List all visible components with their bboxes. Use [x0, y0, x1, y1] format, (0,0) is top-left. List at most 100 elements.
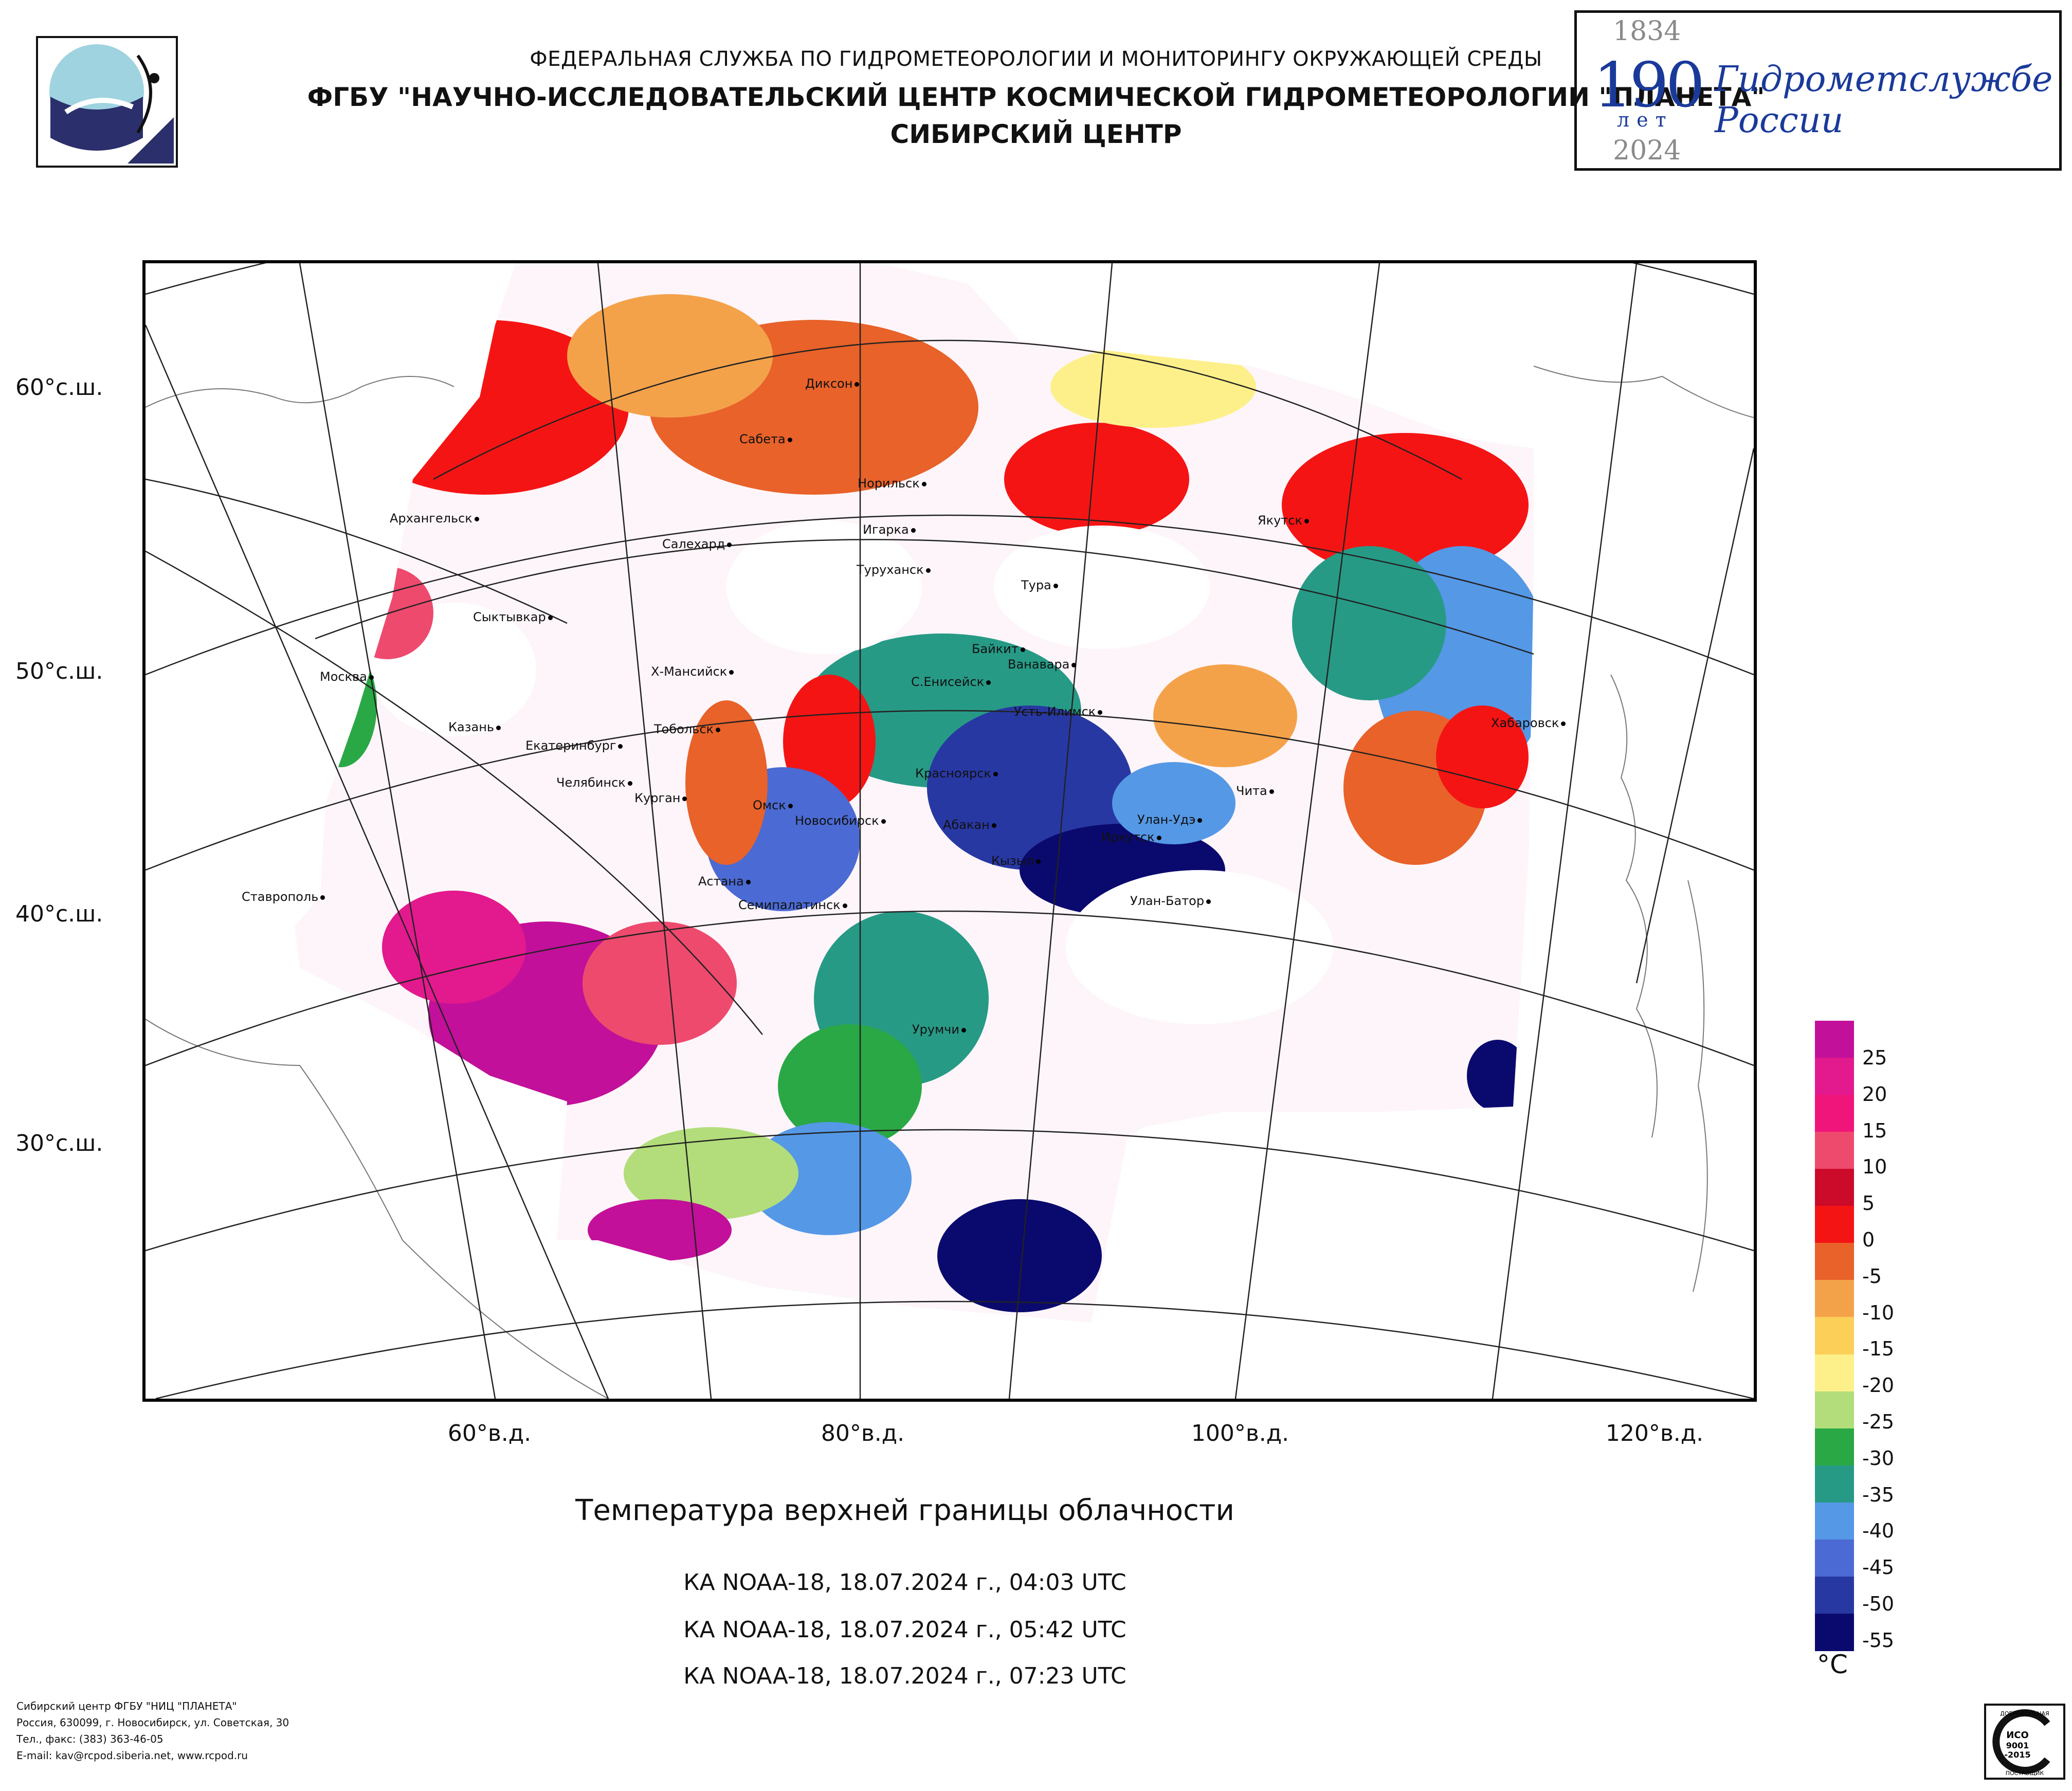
colorbar-segment	[1815, 1095, 1854, 1133]
colorbar-tick-label: 0	[1862, 1228, 1875, 1251]
city-novosibirsk: Новосибирск	[795, 813, 886, 828]
colorbar-segment	[1815, 1058, 1854, 1096]
city-dikson: Диксон	[805, 376, 860, 391]
city-astana: Астана	[698, 874, 751, 889]
header-agency: ФЕДЕРАЛЬНАЯ СЛУЖБА ПО ГИДРОМЕТЕОРОЛОГИИ …	[530, 47, 1542, 71]
footer-address: Россия, 630099, г. Новосибирск, ул. Сове…	[16, 1716, 289, 1729]
colorbar-segment	[1815, 1021, 1854, 1059]
product-title: Температура верхней границы облачности	[575, 1494, 1234, 1527]
badge-iso-number: 9001	[2006, 1741, 2029, 1750]
colorbar-segment	[1815, 1465, 1854, 1503]
colorbar-segment	[1815, 1539, 1854, 1577]
colorbar-tick-label: -10	[1862, 1301, 1895, 1324]
city-stavropol: Ставрополь	[242, 890, 325, 904]
city-chelyabinsk: Челябинск	[556, 775, 632, 790]
city-syktyvkar: Сыктывкар	[473, 610, 553, 624]
colorbar-tick-label: 20	[1862, 1082, 1887, 1106]
city-irkutsk: Иркутск	[1101, 830, 1161, 844]
colorbar-tick-label: -20	[1862, 1374, 1895, 1397]
anniversary-badge: 1834 190 лет 2024 Гидрометслужбе России	[1574, 10, 2062, 171]
colorbar-segment	[1815, 1206, 1854, 1244]
city-sabeta: Сабета	[739, 432, 792, 446]
anniversary-year-start: 1834	[1613, 16, 1681, 47]
anniversary-title-line2: России	[1715, 100, 1844, 141]
city-igarka: Игарка	[863, 522, 916, 537]
cloud-top-map	[146, 263, 1754, 1399]
lat-label-40: 40°с.ш.	[15, 901, 103, 927]
colorbar-segment	[1815, 1428, 1854, 1466]
colorbar-tick-label: -45	[1862, 1556, 1895, 1579]
colorbar-segment	[1815, 1132, 1854, 1170]
colorbar-tick-label: -55	[1862, 1629, 1895, 1652]
city-ulan-ude: Улан-Удэ	[1137, 812, 1203, 827]
colorbar-segment	[1815, 1576, 1854, 1614]
badge-bottom-text: ПОСТАВЩИК	[2006, 1770, 2044, 1777]
lat-label-60: 60°с.ш.	[15, 374, 103, 401]
lon-label-120: 120°в.д.	[1605, 1420, 1704, 1446]
planeta-logo	[36, 36, 178, 168]
badge-iso-year: -2015	[2004, 1750, 2030, 1760]
colorbar-segment	[1815, 1243, 1854, 1281]
colorbar-segment	[1815, 1354, 1854, 1392]
city-yakutsk: Якутск	[1258, 513, 1310, 528]
anniversary-year-end: 2024	[1613, 135, 1681, 166]
colorbar-tick-label: -50	[1862, 1593, 1895, 1615]
colorbar-tick-label: 5	[1862, 1192, 1875, 1215]
temperature-colorbar	[1815, 1021, 1854, 1651]
city-kyzyl: Кызыл	[991, 854, 1041, 868]
city-turukhansk: Туруханск	[857, 563, 931, 577]
city-baikit: Байкит	[972, 642, 1025, 656]
city-tobolsk: Тобольск	[654, 722, 721, 736]
graticule	[146, 263, 1754, 1399]
city-kazan: Казань	[448, 720, 501, 734]
anniversary-title-line1: Гидрометслужбе	[1715, 59, 2053, 100]
city-arkhangelsk: Архангельск	[390, 511, 479, 526]
city-abakan: Абакан	[943, 818, 996, 832]
colorbar-tick-label: 15	[1862, 1119, 1887, 1142]
iso-certification-badge: ДОБРОВОЛЬНАЯ ИСО 9001 -2015 ПОСТАВЩИК	[1984, 1704, 2065, 1780]
city-norilsk: Норильск	[858, 476, 926, 491]
lon-label-80: 80°в.д.	[821, 1420, 905, 1446]
header-center: СИБИРСКИЙ ЦЕНТР	[890, 119, 1182, 149]
colorbar-segment	[1815, 1169, 1854, 1207]
lat-label-50: 50°с.ш.	[15, 658, 103, 684]
satellite-pass-3: КА NOAA-18, 18.07.2024 г., 07:23 UTC	[683, 1663, 1126, 1689]
colorbar-tick-label: -30	[1862, 1446, 1895, 1470]
city-khanty-mansiysk: Х-Мансийск	[651, 664, 734, 679]
colorbar-segment	[1815, 1502, 1854, 1540]
city-vanavara: Ванавара	[1008, 657, 1077, 672]
city-urumqi: Урумчи	[912, 1022, 966, 1037]
badge-top-text: ДОБРОВОЛЬНАЯ	[2000, 1710, 2049, 1717]
colorbar-tick-label: -15	[1862, 1337, 1895, 1361]
colorbar-segment	[1815, 1280, 1854, 1318]
colorbar-unit: °C	[1817, 1650, 1848, 1679]
colorbar-tick-label: -35	[1862, 1483, 1895, 1506]
lon-label-100: 100°в.д.	[1191, 1420, 1289, 1446]
map-panel	[142, 260, 1757, 1402]
colorbar-tick-label: 10	[1862, 1155, 1887, 1179]
header-institution: ФГБУ "НАУЧНО-ИССЛЕДОВАТЕЛЬСКИЙ ЦЕНТР КОС…	[307, 82, 1765, 112]
footer-org: Сибирский центр ФГБУ "НИЦ "ПЛАНЕТА"	[16, 1700, 237, 1712]
anniversary-unit: лет	[1617, 108, 1674, 131]
footer-email: E-mail: kav@rcpod.siberia.net, www.rcpod…	[16, 1749, 248, 1762]
lon-label-60: 60°в.д.	[447, 1420, 532, 1446]
city-s-eniseysk: С.Енисейск	[911, 675, 991, 689]
colorbar-segment	[1815, 1613, 1854, 1651]
lat-label-30: 30°с.ш.	[15, 1130, 103, 1156]
city-moscow: Москва	[320, 670, 374, 684]
city-tura: Тура	[1021, 578, 1058, 592]
colorbar-tick-label: -25	[1862, 1410, 1895, 1433]
city-khabarovsk: Хабаровск	[1491, 716, 1566, 730]
footer-phone: Тел., факс: (383) 363-46-05	[16, 1733, 163, 1745]
city-krasnoyarsk: Красноярск	[915, 766, 998, 781]
city-ulan-bator: Улан-Батор	[1130, 894, 1211, 908]
city-ekaterinburg: Екатеринбург	[525, 738, 623, 753]
anniversary-title: Гидрометслужбе России	[1715, 59, 2052, 141]
coastlines	[146, 366, 1754, 1399]
city-ust-ilimsk: Усть-Илимск	[1014, 704, 1103, 719]
city-chita: Чита	[1236, 784, 1274, 798]
anniversary-number: 190	[1593, 50, 1705, 121]
city-kurgan: Курган	[634, 791, 687, 805]
satellite-pass-2: КА NOAA-18, 18.07.2024 г., 05:42 UTC	[683, 1617, 1126, 1643]
city-semipalatinsk: Семипалатинск	[738, 898, 847, 912]
